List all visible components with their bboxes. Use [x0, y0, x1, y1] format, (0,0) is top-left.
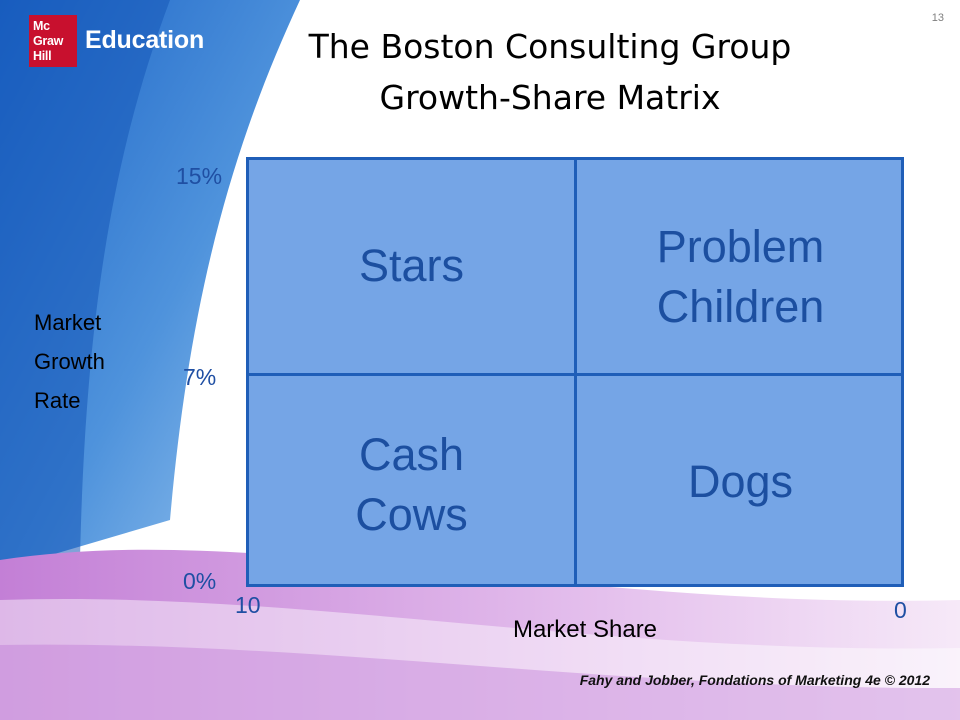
matrix-vertical-divider [574, 160, 577, 584]
logo-mark-line: Hill [33, 48, 52, 63]
growth-share-matrix: Stars Problem Children Cash Cows Dogs [246, 157, 904, 587]
matrix-horizontal-divider [249, 373, 901, 376]
slide-title-line-1: The Boston Consulting Group [308, 27, 792, 66]
y-axis-label-line: Growth [34, 349, 105, 374]
x-tick-0: 0 [894, 597, 907, 623]
x-tick-10: 10 [235, 592, 261, 618]
logo-mark-line: Graw [33, 33, 64, 48]
quadrant-problem-children-line: Children [656, 281, 825, 332]
quadrant-problem-children-line: Problem [656, 221, 825, 272]
logo-education-text: Education [85, 26, 205, 54]
y-axis-label-line: Rate [34, 388, 81, 413]
quadrant-stars: Stars [249, 236, 574, 296]
y-axis-label: Market Growth Rate [34, 303, 154, 420]
quadrant-stars-label: Stars [358, 240, 465, 291]
y-tick-0: 0% [183, 568, 217, 594]
page-number: 13 [931, 12, 944, 24]
footer-credit: Fahy and Jobber, Fondations of Marketing… [579, 672, 930, 688]
quadrant-cash-cows-line: Cash [358, 429, 465, 480]
y-tick-15: 15% [176, 163, 223, 189]
quadrant-problem-children: Problem Children [577, 217, 904, 337]
x-axis-label: Market Share [512, 616, 658, 643]
quadrant-cash-cows-line: Cows [355, 489, 468, 540]
slide-title-line-2: Growth-Share Matrix [379, 78, 721, 117]
quadrant-dogs: Dogs [577, 452, 904, 512]
mcgraw-hill-logo: Mc Graw Hill [29, 15, 77, 67]
y-tick-7: 7% [183, 364, 217, 390]
quadrant-dogs-label: Dogs [687, 456, 794, 507]
y-axis-label-line: Market [34, 310, 102, 335]
quadrant-cash-cows: Cash Cows [249, 425, 574, 545]
logo-mark-line: Mc [33, 18, 50, 33]
